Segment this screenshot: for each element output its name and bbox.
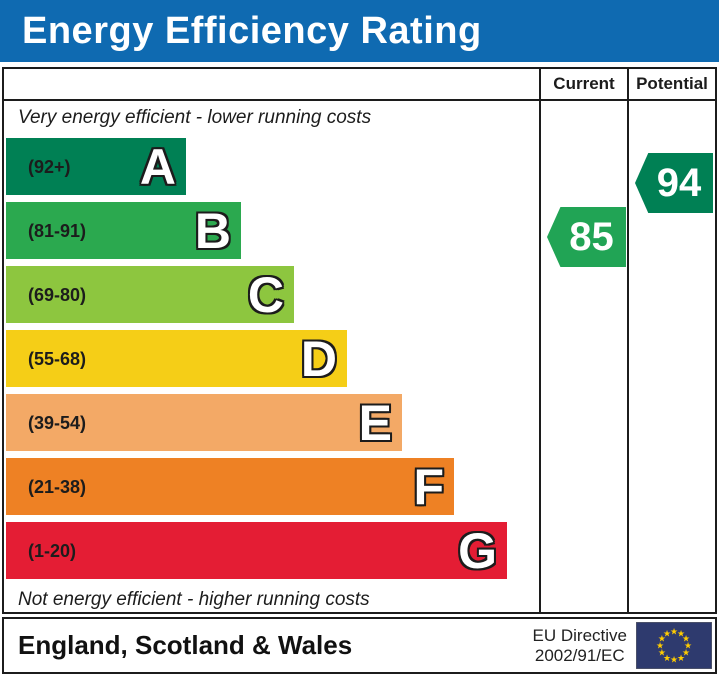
header-separator [4, 99, 715, 101]
bottom-note: Not energy efficient - higher running co… [18, 589, 370, 610]
eu-flag-star: ★ [658, 648, 666, 658]
footer: England, Scotland & Wales EU Directive 2… [2, 617, 717, 674]
eu-flag: ★ ★ ★ ★ ★ ★ ★ ★ ★ ★ ★ ★ [635, 621, 713, 670]
eu-flag-svg: ★★★★★★★★★★★★ [635, 621, 713, 670]
band-row-c: (69-80) C [6, 266, 294, 323]
eu-flag-star: ★ [663, 629, 671, 639]
band-row-f: (21-38) F [6, 458, 454, 515]
band-letter: B [194, 202, 231, 259]
band-row-a: (92+) A [6, 138, 186, 195]
band-letter: F [413, 458, 444, 515]
eu-flag-star: ★ [677, 629, 685, 639]
band-range-label: (69-80) [28, 284, 87, 305]
band-range-label: (81-91) [28, 220, 87, 241]
eu-flag-star: ★ [677, 653, 685, 663]
eu-flag-stars: ★★★★★★★★★★★★ [656, 627, 692, 665]
eu-flag-star: ★ [663, 653, 671, 663]
band-range-label: (39-54) [28, 412, 87, 433]
eu-flag-star: ★ [682, 648, 690, 658]
current-rating-arrow: 85 [547, 207, 626, 267]
eu-flag-star: ★ [670, 627, 678, 637]
band-row-g: (1-20) G [6, 522, 507, 579]
title-bar: Energy Efficiency Rating [0, 0, 719, 62]
band-row-b: (81-91) B [6, 202, 241, 259]
rating-table: Current Potential Very energy efficient … [2, 67, 717, 614]
eu-directive-line2: 2002/91/EC [534, 645, 625, 665]
band-letter: C [247, 266, 284, 323]
band-range-label: (1-20) [28, 540, 77, 561]
band-letter: A [139, 138, 176, 195]
eu-directive-line1: EU Directive [532, 625, 627, 645]
band-row-d: (55-68) D [6, 330, 347, 387]
current-column-divider [539, 69, 541, 612]
eu-directive-label: EU Directive 2002/91/EC [533, 626, 627, 666]
current-rating-value: 85 [569, 215, 614, 259]
band-row-e: (39-54) E [6, 394, 402, 451]
band-letter: D [300, 330, 337, 387]
potential-rating-value: 94 [656, 161, 702, 205]
potential-rating-arrow: 94 [635, 153, 713, 213]
potential-column-header: Potential [636, 74, 708, 93]
band-letter: E [358, 394, 392, 451]
potential-column-divider [627, 69, 629, 612]
eu-flag-field [635, 621, 713, 670]
eu-flag-star: ★ [658, 634, 666, 644]
band-range-label: (21-38) [28, 476, 87, 497]
top-note: Very energy efficient - lower running co… [18, 107, 372, 128]
region-label: England, Scotland & Wales [18, 630, 353, 660]
current-column-header: Current [553, 74, 615, 93]
band-range-label: (92+) [28, 156, 71, 177]
band-range-label: (55-68) [28, 348, 87, 369]
eu-flag-star: ★ [682, 634, 690, 644]
eu-flag-star: ★ [684, 641, 692, 651]
page-title: Energy Efficiency Rating [22, 9, 482, 52]
eu-flag-star: ★ [656, 641, 664, 651]
band-letter: G [458, 522, 497, 579]
eu-flag-star: ★ [670, 655, 678, 665]
